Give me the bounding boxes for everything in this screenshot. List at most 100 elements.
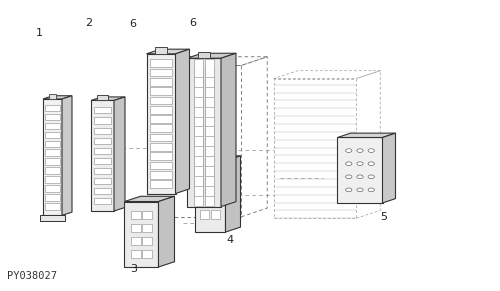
Polygon shape [338, 133, 396, 138]
Polygon shape [146, 54, 176, 194]
Polygon shape [194, 148, 203, 166]
Polygon shape [94, 138, 111, 144]
Polygon shape [194, 118, 203, 136]
Circle shape [346, 188, 352, 192]
Polygon shape [194, 128, 203, 146]
Polygon shape [155, 47, 167, 54]
Polygon shape [205, 99, 214, 117]
Polygon shape [142, 250, 152, 258]
Polygon shape [150, 171, 172, 179]
Polygon shape [205, 69, 214, 87]
Circle shape [368, 162, 374, 166]
Polygon shape [150, 152, 172, 160]
Text: PY038027: PY038027 [8, 271, 58, 281]
Polygon shape [158, 196, 174, 267]
Polygon shape [205, 128, 214, 146]
Polygon shape [205, 79, 214, 97]
Polygon shape [124, 196, 174, 201]
Polygon shape [338, 138, 382, 203]
Polygon shape [46, 176, 60, 183]
Polygon shape [194, 178, 203, 196]
Polygon shape [205, 148, 214, 166]
Polygon shape [150, 69, 172, 76]
Circle shape [368, 175, 374, 179]
Polygon shape [205, 188, 214, 206]
Polygon shape [94, 148, 111, 154]
Polygon shape [226, 156, 240, 232]
Polygon shape [43, 96, 72, 99]
Circle shape [346, 162, 352, 166]
Polygon shape [91, 97, 125, 100]
Polygon shape [221, 53, 236, 207]
Polygon shape [211, 192, 220, 201]
Circle shape [346, 175, 352, 179]
Polygon shape [382, 133, 396, 203]
Polygon shape [94, 118, 111, 124]
Polygon shape [94, 127, 111, 134]
Polygon shape [46, 158, 60, 165]
Polygon shape [46, 114, 60, 120]
Polygon shape [205, 118, 214, 136]
Polygon shape [205, 59, 214, 77]
Polygon shape [62, 96, 72, 215]
Polygon shape [48, 94, 56, 99]
Polygon shape [46, 141, 60, 147]
Polygon shape [205, 168, 214, 186]
Circle shape [357, 162, 363, 166]
Polygon shape [40, 215, 64, 221]
Polygon shape [46, 167, 60, 174]
Polygon shape [150, 115, 172, 123]
Polygon shape [150, 87, 172, 95]
Polygon shape [131, 211, 140, 219]
Polygon shape [200, 192, 209, 201]
Circle shape [368, 149, 374, 152]
Polygon shape [94, 168, 111, 174]
Polygon shape [94, 158, 111, 164]
Polygon shape [46, 185, 60, 192]
Polygon shape [94, 198, 111, 204]
Polygon shape [46, 132, 60, 138]
Polygon shape [187, 53, 236, 58]
Circle shape [357, 188, 363, 192]
Text: 2: 2 [86, 18, 92, 28]
Polygon shape [94, 188, 111, 194]
Text: 3: 3 [130, 264, 138, 274]
Text: 6: 6 [129, 19, 136, 29]
Polygon shape [194, 158, 203, 176]
Polygon shape [211, 210, 220, 219]
Polygon shape [205, 138, 214, 156]
Text: 5: 5 [380, 212, 387, 222]
Polygon shape [94, 107, 111, 113]
Text: 6: 6 [189, 18, 196, 28]
Polygon shape [150, 59, 172, 67]
Polygon shape [46, 123, 60, 129]
Polygon shape [194, 99, 203, 117]
Polygon shape [43, 99, 62, 215]
Polygon shape [142, 211, 152, 219]
Polygon shape [200, 174, 209, 183]
Polygon shape [142, 224, 152, 232]
Circle shape [357, 149, 363, 152]
Polygon shape [150, 78, 172, 86]
Polygon shape [211, 174, 220, 183]
Polygon shape [200, 210, 209, 219]
Polygon shape [46, 194, 60, 200]
Polygon shape [205, 109, 214, 127]
Polygon shape [194, 89, 203, 107]
Polygon shape [131, 250, 140, 258]
Polygon shape [150, 106, 172, 113]
Polygon shape [94, 178, 111, 184]
Polygon shape [150, 97, 172, 104]
Polygon shape [131, 224, 140, 232]
Polygon shape [114, 97, 125, 211]
Polygon shape [205, 158, 214, 176]
Polygon shape [194, 188, 203, 206]
Polygon shape [187, 58, 221, 207]
Polygon shape [146, 49, 190, 54]
Polygon shape [194, 168, 203, 186]
Polygon shape [131, 237, 140, 245]
Circle shape [346, 149, 352, 152]
Polygon shape [150, 162, 172, 169]
Polygon shape [91, 100, 114, 211]
Polygon shape [194, 79, 203, 97]
